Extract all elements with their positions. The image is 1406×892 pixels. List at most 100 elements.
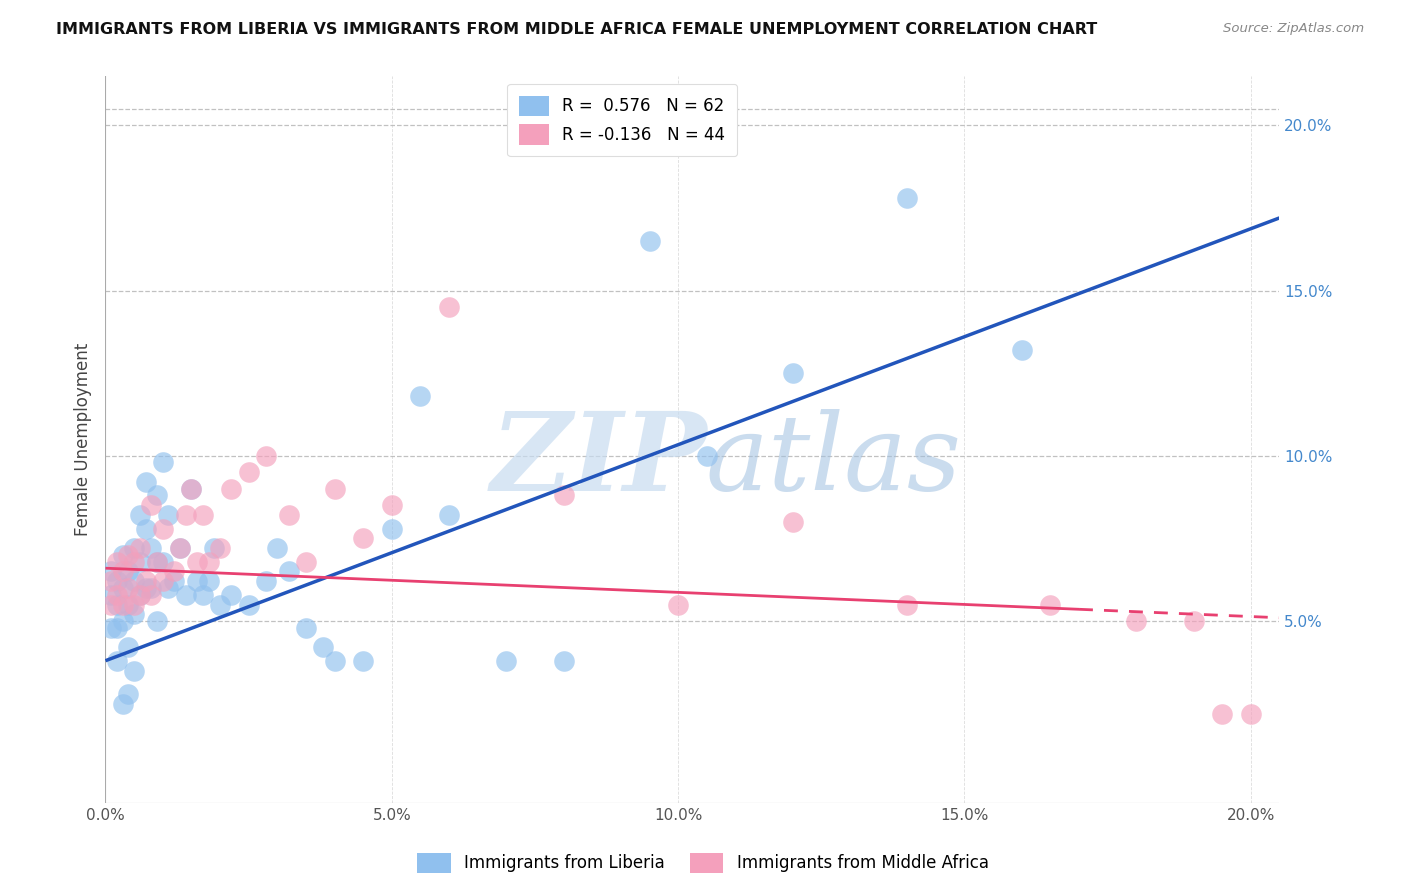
Point: [105, 598, 128, 612]
Point: [352, 654, 374, 668]
Point: [135, 475, 157, 490]
Point: [323, 482, 346, 496]
Point: [122, 598, 145, 612]
Point: [128, 508, 150, 523]
Point: [312, 640, 335, 655]
Point: [221, 588, 243, 602]
Point: [111, 598, 134, 612]
Point: [169, 541, 191, 556]
Point: [254, 574, 277, 589]
Point: [100, 621, 122, 635]
Point: [152, 455, 174, 469]
Point: [128, 541, 150, 556]
Point: [208, 541, 231, 556]
Point: [152, 574, 174, 589]
Legend: R =  0.576   N = 62, R = -0.136   N = 44: R = 0.576 N = 62, R = -0.136 N = 44: [508, 84, 737, 156]
Point: [277, 508, 299, 523]
Point: [186, 574, 208, 589]
Point: [266, 541, 288, 556]
Point: [105, 574, 128, 589]
Text: atlas: atlas: [706, 409, 962, 513]
Point: [117, 687, 139, 701]
Point: [111, 581, 134, 595]
Point: [122, 607, 145, 622]
Point: [111, 697, 134, 711]
Point: [100, 598, 122, 612]
Point: [186, 555, 208, 569]
Point: [782, 366, 804, 380]
Point: [666, 598, 689, 612]
Point: [100, 588, 122, 602]
Point: [1125, 614, 1147, 628]
Point: [180, 482, 202, 496]
Point: [111, 614, 134, 628]
Text: ZIP: ZIP: [491, 408, 707, 515]
Point: [295, 555, 318, 569]
Point: [163, 574, 186, 589]
Point: [105, 555, 128, 569]
Point: [105, 588, 128, 602]
Point: [152, 522, 174, 536]
Point: [323, 654, 346, 668]
Point: [238, 466, 260, 480]
Point: [122, 664, 145, 678]
Point: [202, 541, 225, 556]
Legend: Immigrants from Liberia, Immigrants from Middle Africa: Immigrants from Liberia, Immigrants from…: [411, 847, 995, 880]
Point: [553, 654, 575, 668]
Point: [141, 581, 163, 595]
Point: [174, 588, 197, 602]
Point: [238, 598, 260, 612]
Point: [157, 581, 180, 595]
Point: [254, 449, 277, 463]
Point: [135, 581, 157, 595]
Point: [221, 482, 243, 496]
Point: [111, 565, 134, 579]
Point: [146, 488, 169, 502]
Point: [152, 555, 174, 569]
Point: [141, 588, 163, 602]
Point: [208, 598, 231, 612]
Point: [146, 614, 169, 628]
Point: [277, 565, 299, 579]
Point: [409, 389, 432, 403]
Point: [157, 508, 180, 523]
Point: [100, 565, 122, 579]
Point: [191, 588, 214, 602]
Point: [122, 541, 145, 556]
Point: [437, 300, 460, 314]
Point: [105, 654, 128, 668]
Point: [1039, 598, 1062, 612]
Point: [117, 581, 139, 595]
Point: [128, 588, 150, 602]
Point: [169, 541, 191, 556]
Point: [896, 598, 918, 612]
Point: [128, 555, 150, 569]
Point: [381, 499, 404, 513]
Point: [146, 555, 169, 569]
Point: [352, 532, 374, 546]
Point: [191, 508, 214, 523]
Point: [141, 541, 163, 556]
Point: [638, 234, 661, 248]
Point: [117, 598, 139, 612]
Point: [381, 522, 404, 536]
Text: Source: ZipAtlas.com: Source: ZipAtlas.com: [1223, 22, 1364, 36]
Point: [180, 482, 202, 496]
Point: [295, 621, 318, 635]
Point: [197, 574, 219, 589]
Point: [437, 508, 460, 523]
Point: [553, 488, 575, 502]
Point: [696, 449, 718, 463]
Point: [141, 499, 163, 513]
Point: [146, 555, 169, 569]
Point: [105, 621, 128, 635]
Point: [111, 548, 134, 562]
Point: [782, 515, 804, 529]
Point: [1240, 706, 1263, 721]
Point: [135, 574, 157, 589]
Point: [197, 555, 219, 569]
Point: [100, 574, 122, 589]
Point: [122, 555, 145, 569]
Y-axis label: Female Unemployment: Female Unemployment: [73, 343, 91, 536]
Point: [128, 588, 150, 602]
